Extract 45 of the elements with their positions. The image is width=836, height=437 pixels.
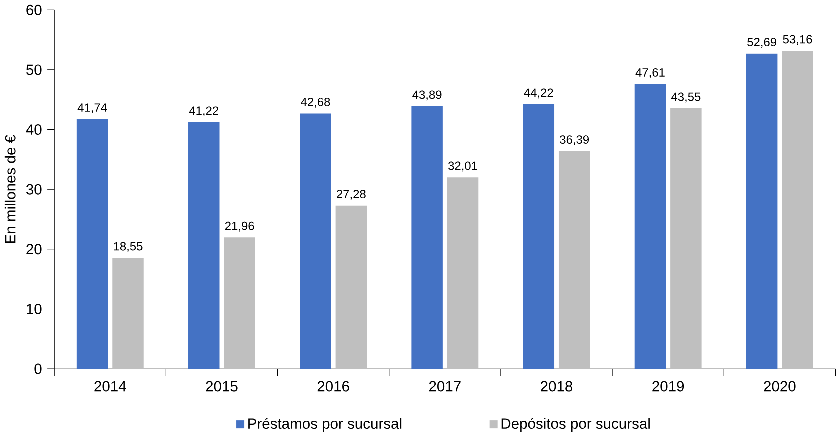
y-tick-label: 40 <box>26 124 42 136</box>
bar <box>336 206 368 370</box>
data-label: 52,69 <box>748 38 776 48</box>
bar <box>746 54 778 370</box>
data-label: 41,22 <box>189 106 218 117</box>
x-tick-label: 2019 <box>652 381 684 392</box>
legend-label: Depósitos por sucursal <box>502 418 650 432</box>
bar <box>558 151 590 370</box>
bar <box>670 108 702 370</box>
bar <box>412 106 443 370</box>
data-label: 27,28 <box>337 190 366 200</box>
data-label: 18,55 <box>114 242 143 252</box>
bar <box>188 122 220 370</box>
bar <box>634 84 666 370</box>
bar <box>76 119 108 370</box>
data-label: 42,68 <box>301 98 330 108</box>
x-tick-label: 2014 <box>94 381 126 392</box>
bar <box>447 178 479 370</box>
y-tick-label: 60 <box>26 5 42 16</box>
data-label: 41,74 <box>78 104 108 114</box>
y-tick-label: 0 <box>34 364 42 374</box>
y-axis-title: En millones de € <box>4 135 16 244</box>
bar <box>523 104 555 370</box>
data-label: 43,89 <box>412 90 442 101</box>
x-tick-label: 2017 <box>429 381 461 392</box>
data-label: 32,01 <box>448 162 478 172</box>
x-tick-label: 2018 <box>541 381 573 392</box>
data-label: 47,61 <box>636 68 665 78</box>
x-tick-label: 2016 <box>318 381 350 392</box>
y-tick-label: 50 <box>26 64 42 76</box>
data-label: 36,39 <box>560 136 590 146</box>
y-tick-label: 30 <box>26 184 42 195</box>
y-tick-label: 10 <box>27 304 42 315</box>
data-label: 44,22 <box>524 88 554 99</box>
x-tick-label: 2015 <box>206 381 238 392</box>
data-label: 43,55 <box>671 92 701 103</box>
data-label: 53,16 <box>783 35 812 46</box>
bar <box>224 238 256 370</box>
y-tick-label: 20 <box>26 244 42 255</box>
x-tick-label: 2020 <box>764 381 796 392</box>
data-label: 21,96 <box>225 222 254 232</box>
bar <box>300 114 332 370</box>
legend-label: Préstamos por sucursal <box>248 418 402 432</box>
bar <box>112 258 144 370</box>
bar <box>782 51 814 370</box>
